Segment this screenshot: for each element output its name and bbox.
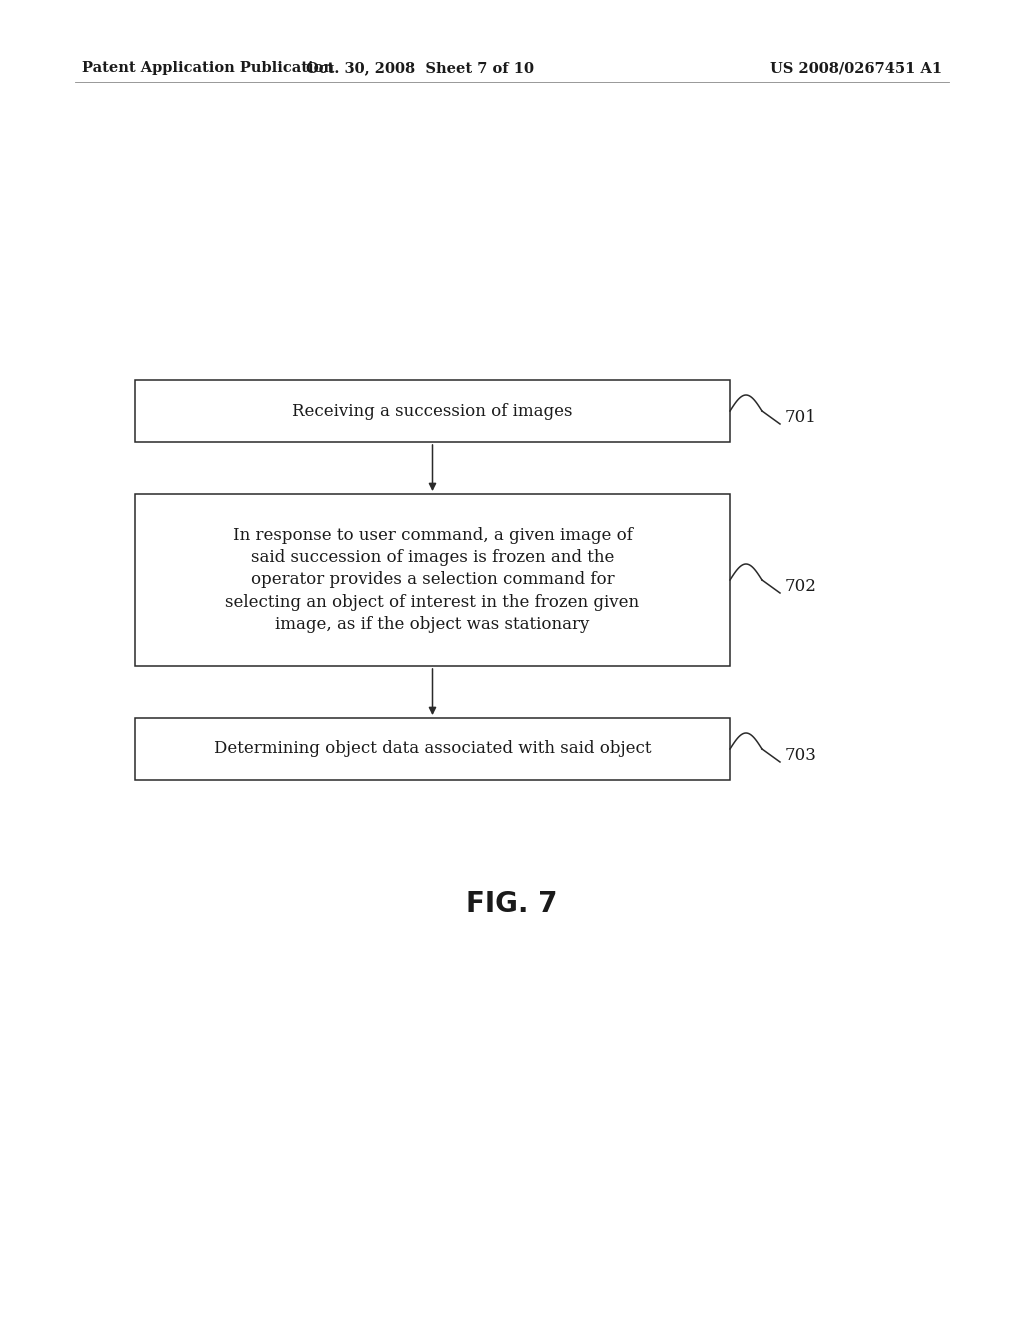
Text: Oct. 30, 2008  Sheet 7 of 10: Oct. 30, 2008 Sheet 7 of 10 bbox=[306, 61, 534, 75]
Bar bbox=[135, 718, 730, 780]
Text: 703: 703 bbox=[785, 747, 817, 764]
Text: Determining object data associated with said object: Determining object data associated with … bbox=[214, 741, 651, 758]
Text: 702: 702 bbox=[785, 578, 817, 595]
Text: In response to user command, a given image of
said succession of images is froze: In response to user command, a given ima… bbox=[225, 527, 640, 632]
Text: US 2008/0267451 A1: US 2008/0267451 A1 bbox=[770, 61, 942, 75]
Text: 701: 701 bbox=[785, 409, 817, 426]
Text: Receiving a succession of images: Receiving a succession of images bbox=[292, 403, 572, 420]
Text: FIG. 7: FIG. 7 bbox=[466, 890, 558, 917]
Bar bbox=[135, 494, 730, 667]
Bar bbox=[135, 380, 730, 442]
Text: Patent Application Publication: Patent Application Publication bbox=[82, 61, 334, 75]
